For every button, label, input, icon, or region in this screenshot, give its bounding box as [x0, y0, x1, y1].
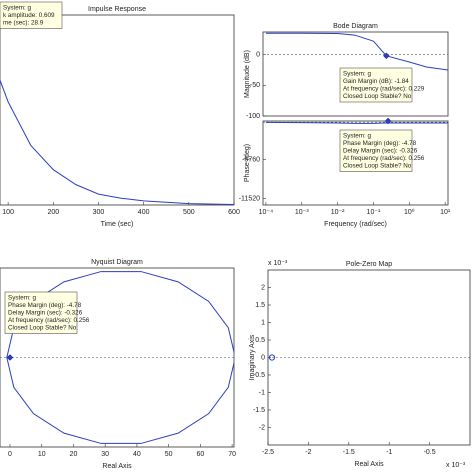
x-tick-label: -1.5: [343, 449, 355, 456]
x-tick-label: 10⁻³: [295, 209, 309, 216]
x-tick-label: -1: [386, 449, 392, 456]
x-tick-label: 10⁰: [404, 208, 415, 216]
datatip-line: Gain Margin (dB): -1.84: [343, 78, 409, 85]
datatip-box: [0, 1, 63, 29]
y-tick-label: 0: [256, 52, 260, 59]
y-tick-label: 0: [261, 354, 265, 361]
y-tick-label: 0.5: [255, 337, 265, 344]
datatip-line: System: g: [8, 295, 36, 302]
y-axis-label: Imaginary Axis: [249, 334, 256, 380]
zero-marker: [268, 354, 276, 361]
datatip-line: k amplitude: 0.609: [3, 12, 55, 19]
x-tick-label: 30: [101, 451, 109, 458]
datatip-line: System: g: [3, 5, 31, 12]
datatip-line: System: g: [343, 133, 371, 140]
datatip-line: Phase Margin (deg): -4.78: [343, 140, 417, 147]
datatip-marker: [6, 354, 14, 361]
y-tick-label: -1.5: [253, 407, 265, 414]
x-tick-label: 10⁻¹: [367, 209, 381, 216]
y-tick-label: -1: [259, 389, 265, 396]
y-tick-label: 2: [261, 284, 265, 291]
response-line: [265, 32, 448, 71]
x-tick-label: -0.5: [424, 449, 436, 456]
x-tick-label: 0: [8, 451, 12, 458]
y-axis-label: Magnitude (dB): [244, 50, 251, 98]
datatip-line: Closed Loop Stable? No: [8, 325, 77, 332]
x-tick-label: -2.5: [262, 449, 274, 456]
y-tick-label: -5760: [242, 157, 260, 164]
y-multiplier: x 10⁻³: [268, 260, 288, 267]
x-tick-label: 40: [133, 451, 141, 458]
x-axis-label: Real Axis: [354, 461, 384, 468]
axes-title: Pole-Zero Map: [346, 261, 392, 268]
y-tick-label: -50: [250, 82, 260, 89]
datatip-line: me (sec): 28.9: [3, 20, 44, 27]
x-tick-label: -2: [305, 449, 311, 456]
datatip-line: Closed Loop Stable? No: [343, 93, 412, 100]
y-tick-label: 1.5: [255, 302, 265, 309]
response-line: [265, 121, 448, 124]
x-multiplier: x 10⁻³: [446, 462, 466, 469]
x-tick-label: 50: [165, 451, 173, 458]
y-tick-label: -100: [246, 113, 260, 120]
x-tick-label: 60: [196, 451, 204, 458]
datatip-line: Phase Margin (deg): -4.78: [8, 302, 82, 309]
y-tick-label: -2: [259, 424, 265, 431]
x-tick-label: 400: [138, 209, 150, 216]
x-tick-label: 70: [228, 451, 236, 458]
x-axis-label: Time (sec): [101, 221, 134, 228]
x-tick-label: 10⁻⁴: [259, 209, 274, 216]
x-tick-label: 10¹: [440, 209, 451, 216]
datatip-line: At frequency (rad/sec): 0.229: [343, 86, 425, 93]
axes-title: Impulse Response: [88, 6, 146, 13]
datatip-line: Delay Margin (sec): -0.326: [343, 148, 418, 155]
datatip-box: [339, 67, 413, 103]
datatip-line: At frequency (rad/sec): 0.256: [343, 155, 425, 162]
y-tick-label: -0.5: [253, 372, 265, 379]
x-axis-label: Real Axis: [102, 463, 132, 470]
datatip-line: Closed Loop Stable? No: [343, 163, 412, 170]
datatip-line: Delay Margin (sec): -0.326: [8, 310, 83, 317]
datatip-marker: [383, 52, 390, 60]
x-tick-label: 20: [70, 451, 78, 458]
axes-frame: [0, 14, 235, 206]
x-tick-label: 200: [47, 209, 59, 216]
axes-title: Nyquist Diagram: [91, 259, 143, 266]
response-line: [0, 79, 234, 205]
x-tick-label: 10⁻²: [331, 209, 345, 216]
datatip-box: [4, 291, 78, 334]
datatip-marker: [384, 117, 392, 125]
x-tick-label: 300: [93, 209, 105, 216]
y-tick-label: 1: [261, 319, 265, 326]
x-tick-label: 600: [228, 209, 240, 216]
y-axis-label: Phase (deg): [244, 144, 251, 182]
x-tick-label: 500: [183, 209, 195, 216]
x-axis-label: Frequency (rad/sec): [324, 221, 387, 228]
x-tick-label: 100: [2, 209, 14, 216]
datatip-line: At frequency (rad/sec): 0.256: [8, 317, 90, 324]
y-tick-label: -11520: [239, 195, 260, 202]
axes-title: Bode Diagram: [333, 23, 378, 30]
x-tick-label: 10: [38, 451, 46, 458]
datatip-box: [339, 129, 413, 172]
datatip-line: System: g: [343, 71, 371, 78]
